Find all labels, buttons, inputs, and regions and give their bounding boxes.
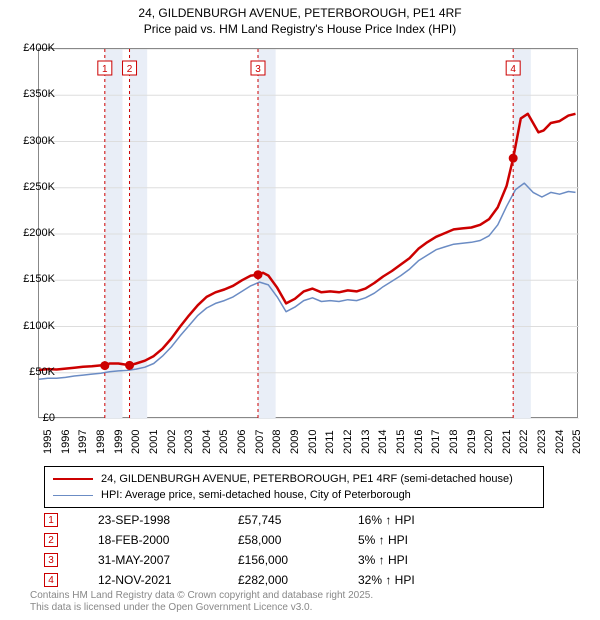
chart-title: 24, GILDENBURGH AVENUE, PETERBOROUGH, PE…: [0, 0, 600, 37]
attribution-line-1: Contains HM Land Registry data © Crown c…: [30, 590, 373, 602]
legend-label-price-paid: 24, GILDENBURGH AVENUE, PETERBOROUGH, PE…: [101, 473, 513, 485]
y-tick-label: £150K: [23, 273, 55, 285]
chart-svg: 1 2 3 4: [39, 49, 579, 419]
x-tick-label: 2017: [430, 430, 442, 454]
y-tick-label: £400K: [23, 42, 55, 54]
event-price: £156,000: [238, 553, 358, 567]
x-tick-label: 2021: [501, 430, 513, 454]
x-tick-label: 2022: [518, 430, 530, 454]
x-tick-label: 2011: [324, 430, 336, 454]
y-tick-label: £200K: [23, 227, 55, 239]
svg-text:3: 3: [255, 64, 261, 75]
legend-swatch-hpi: [53, 495, 93, 496]
y-tick-label: £50K: [29, 366, 55, 378]
legend-label-hpi: HPI: Average price, semi-detached house,…: [101, 489, 411, 501]
x-tick-label: 2020: [483, 430, 495, 454]
event-number: 2: [44, 533, 58, 547]
event-hpi: 5% ↑ HPI: [358, 533, 408, 547]
event-row: 4 12-NOV-2021£282,00032% ↑ HPI: [44, 570, 415, 590]
plot-area: 1 2 3 4: [38, 48, 578, 418]
x-tick-label: 2012: [342, 430, 354, 454]
x-tick-label: 2003: [183, 430, 195, 454]
x-tick-label: 2025: [571, 430, 583, 454]
x-tick-label: 2007: [254, 430, 266, 454]
chart-container: 24, GILDENBURGH AVENUE, PETERBOROUGH, PE…: [0, 0, 600, 620]
events-table: 1 23-SEP-1998£57,74516% ↑ HPI 2 18-FEB-2000…: [44, 510, 415, 590]
event-price: £58,000: [238, 533, 358, 547]
x-tick-label: 1996: [60, 430, 72, 454]
attribution-line-2: This data is licensed under the Open Gov…: [30, 602, 373, 614]
legend: 24, GILDENBURGH AVENUE, PETERBOROUGH, PE…: [44, 466, 544, 508]
x-tick-label: 2023: [536, 430, 548, 454]
x-tick-label: 2009: [289, 430, 301, 454]
x-tick-label: 2024: [554, 430, 566, 454]
x-tick-label: 2019: [466, 430, 478, 454]
x-tick-label: 2004: [201, 430, 213, 454]
y-tick-label: £300K: [23, 135, 55, 147]
event-date: 18-FEB-2000: [98, 533, 238, 547]
x-tick-label: 2005: [218, 430, 230, 454]
svg-text:4: 4: [510, 64, 516, 75]
legend-swatch-price-paid: [53, 478, 93, 480]
event-row: 2 18-FEB-2000£58,0005% ↑ HPI: [44, 530, 415, 550]
x-tick-label: 2016: [413, 430, 425, 454]
event-date: 12-NOV-2021: [98, 573, 238, 587]
svg-text:1: 1: [102, 64, 108, 75]
event-price: £57,745: [238, 513, 358, 527]
event-date: 23-SEP-1998: [98, 513, 238, 527]
svg-text:2: 2: [127, 64, 133, 75]
event-row: 3 31-MAY-2007£156,0003% ↑ HPI: [44, 550, 415, 570]
x-tick-label: 2002: [166, 430, 178, 454]
attribution: Contains HM Land Registry data © Crown c…: [30, 590, 373, 614]
event-price: £282,000: [238, 573, 358, 587]
x-tick-label: 1999: [113, 430, 125, 454]
y-tick-label: £350K: [23, 88, 55, 100]
x-tick-label: 2015: [395, 430, 407, 454]
legend-item-price-paid: 24, GILDENBURGH AVENUE, PETERBOROUGH, PE…: [53, 471, 535, 487]
y-tick-label: £100K: [23, 320, 55, 332]
y-tick-label: £250K: [23, 181, 55, 193]
event-row: 1 23-SEP-1998£57,74516% ↑ HPI: [44, 510, 415, 530]
x-tick-label: 2013: [360, 430, 372, 454]
x-tick-label: 2006: [236, 430, 248, 454]
x-tick-label: 1995: [42, 430, 54, 454]
x-tick-label: 2010: [307, 430, 319, 454]
event-hpi: 3% ↑ HPI: [358, 553, 408, 567]
x-tick-label: 2001: [148, 430, 160, 454]
event-number: 4: [44, 573, 58, 587]
event-hpi: 32% ↑ HPI: [358, 573, 415, 587]
legend-item-hpi: HPI: Average price, semi-detached house,…: [53, 487, 535, 503]
x-tick-label: 2008: [271, 430, 283, 454]
x-tick-label: 1998: [95, 430, 107, 454]
x-tick-label: 2018: [448, 430, 460, 454]
y-tick-label: £0: [43, 412, 55, 424]
event-number: 3: [44, 553, 58, 567]
event-hpi: 16% ↑ HPI: [358, 513, 415, 527]
x-tick-label: 2000: [130, 430, 142, 454]
event-date: 31-MAY-2007: [98, 553, 238, 567]
title-line-1: 24, GILDENBURGH AVENUE, PETERBOROUGH, PE…: [0, 6, 600, 22]
x-tick-label: 1997: [77, 430, 89, 454]
title-line-2: Price paid vs. HM Land Registry's House …: [0, 22, 600, 38]
x-tick-label: 2014: [377, 430, 389, 454]
event-number: 1: [44, 513, 58, 527]
